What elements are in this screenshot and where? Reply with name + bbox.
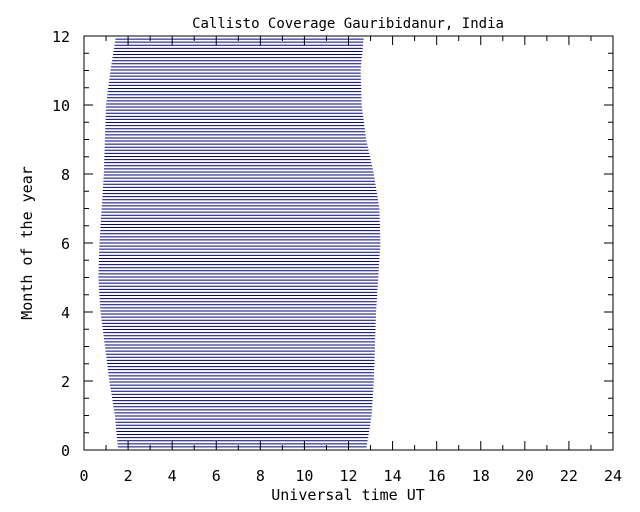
x-axis: 0 2 4 6 8 10 12 14 16 18 20 22 24: [79, 36, 622, 485]
y-axis: 0 2 4 6 8 10 12: [52, 28, 613, 460]
x-tick-label: 24: [604, 467, 622, 485]
y-tick-label: 8: [61, 166, 70, 184]
x-tick-label: 8: [256, 467, 265, 485]
y-tick-label: 6: [61, 235, 70, 253]
y-tick-label: 4: [61, 304, 70, 322]
x-tick-label: 4: [168, 467, 177, 485]
x-tick-label: 2: [124, 467, 133, 485]
x-tick-label: 12: [339, 467, 357, 485]
x-tick-label: 10: [295, 467, 313, 485]
x-tick-label: 18: [472, 467, 490, 485]
coverage-lines: [98, 35, 381, 451]
x-tick-label: 20: [516, 467, 534, 485]
x-tick-label: 6: [212, 467, 221, 485]
y-tick-label: 2: [61, 373, 70, 391]
x-tick-label: 14: [384, 467, 402, 485]
y-tick-label: 0: [61, 442, 70, 460]
x-tick-label: 16: [428, 467, 446, 485]
x-axis-title: Universal time UT: [271, 486, 425, 504]
y-tick-label: 12: [52, 28, 70, 46]
x-tick-label: 0: [79, 467, 88, 485]
y-axis-title: Month of the year: [18, 166, 36, 320]
y-tick-label: 10: [52, 97, 70, 115]
x-tick-label: 22: [560, 467, 578, 485]
chart-title: Callisto Coverage Gauribidanur, India: [192, 16, 504, 32]
